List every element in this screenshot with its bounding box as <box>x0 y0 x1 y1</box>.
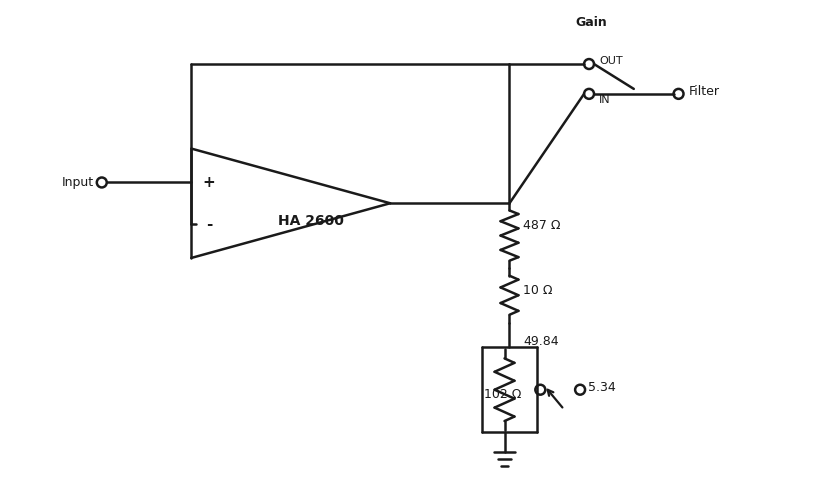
Text: 102 Ω: 102 Ω <box>484 388 521 401</box>
Text: 49.84: 49.84 <box>524 335 559 348</box>
Text: Gain: Gain <box>575 16 607 29</box>
Text: 5.34: 5.34 <box>588 381 616 394</box>
Text: 10 Ω: 10 Ω <box>524 284 553 297</box>
Text: IN: IN <box>599 95 611 105</box>
Text: Filter: Filter <box>689 85 720 99</box>
Text: 487 Ω: 487 Ω <box>524 219 561 232</box>
Text: OUT: OUT <box>599 56 623 66</box>
Text: -: - <box>206 217 212 232</box>
Text: +: + <box>203 175 215 190</box>
Text: HA 2600: HA 2600 <box>277 214 344 228</box>
Text: Input: Input <box>62 176 94 189</box>
